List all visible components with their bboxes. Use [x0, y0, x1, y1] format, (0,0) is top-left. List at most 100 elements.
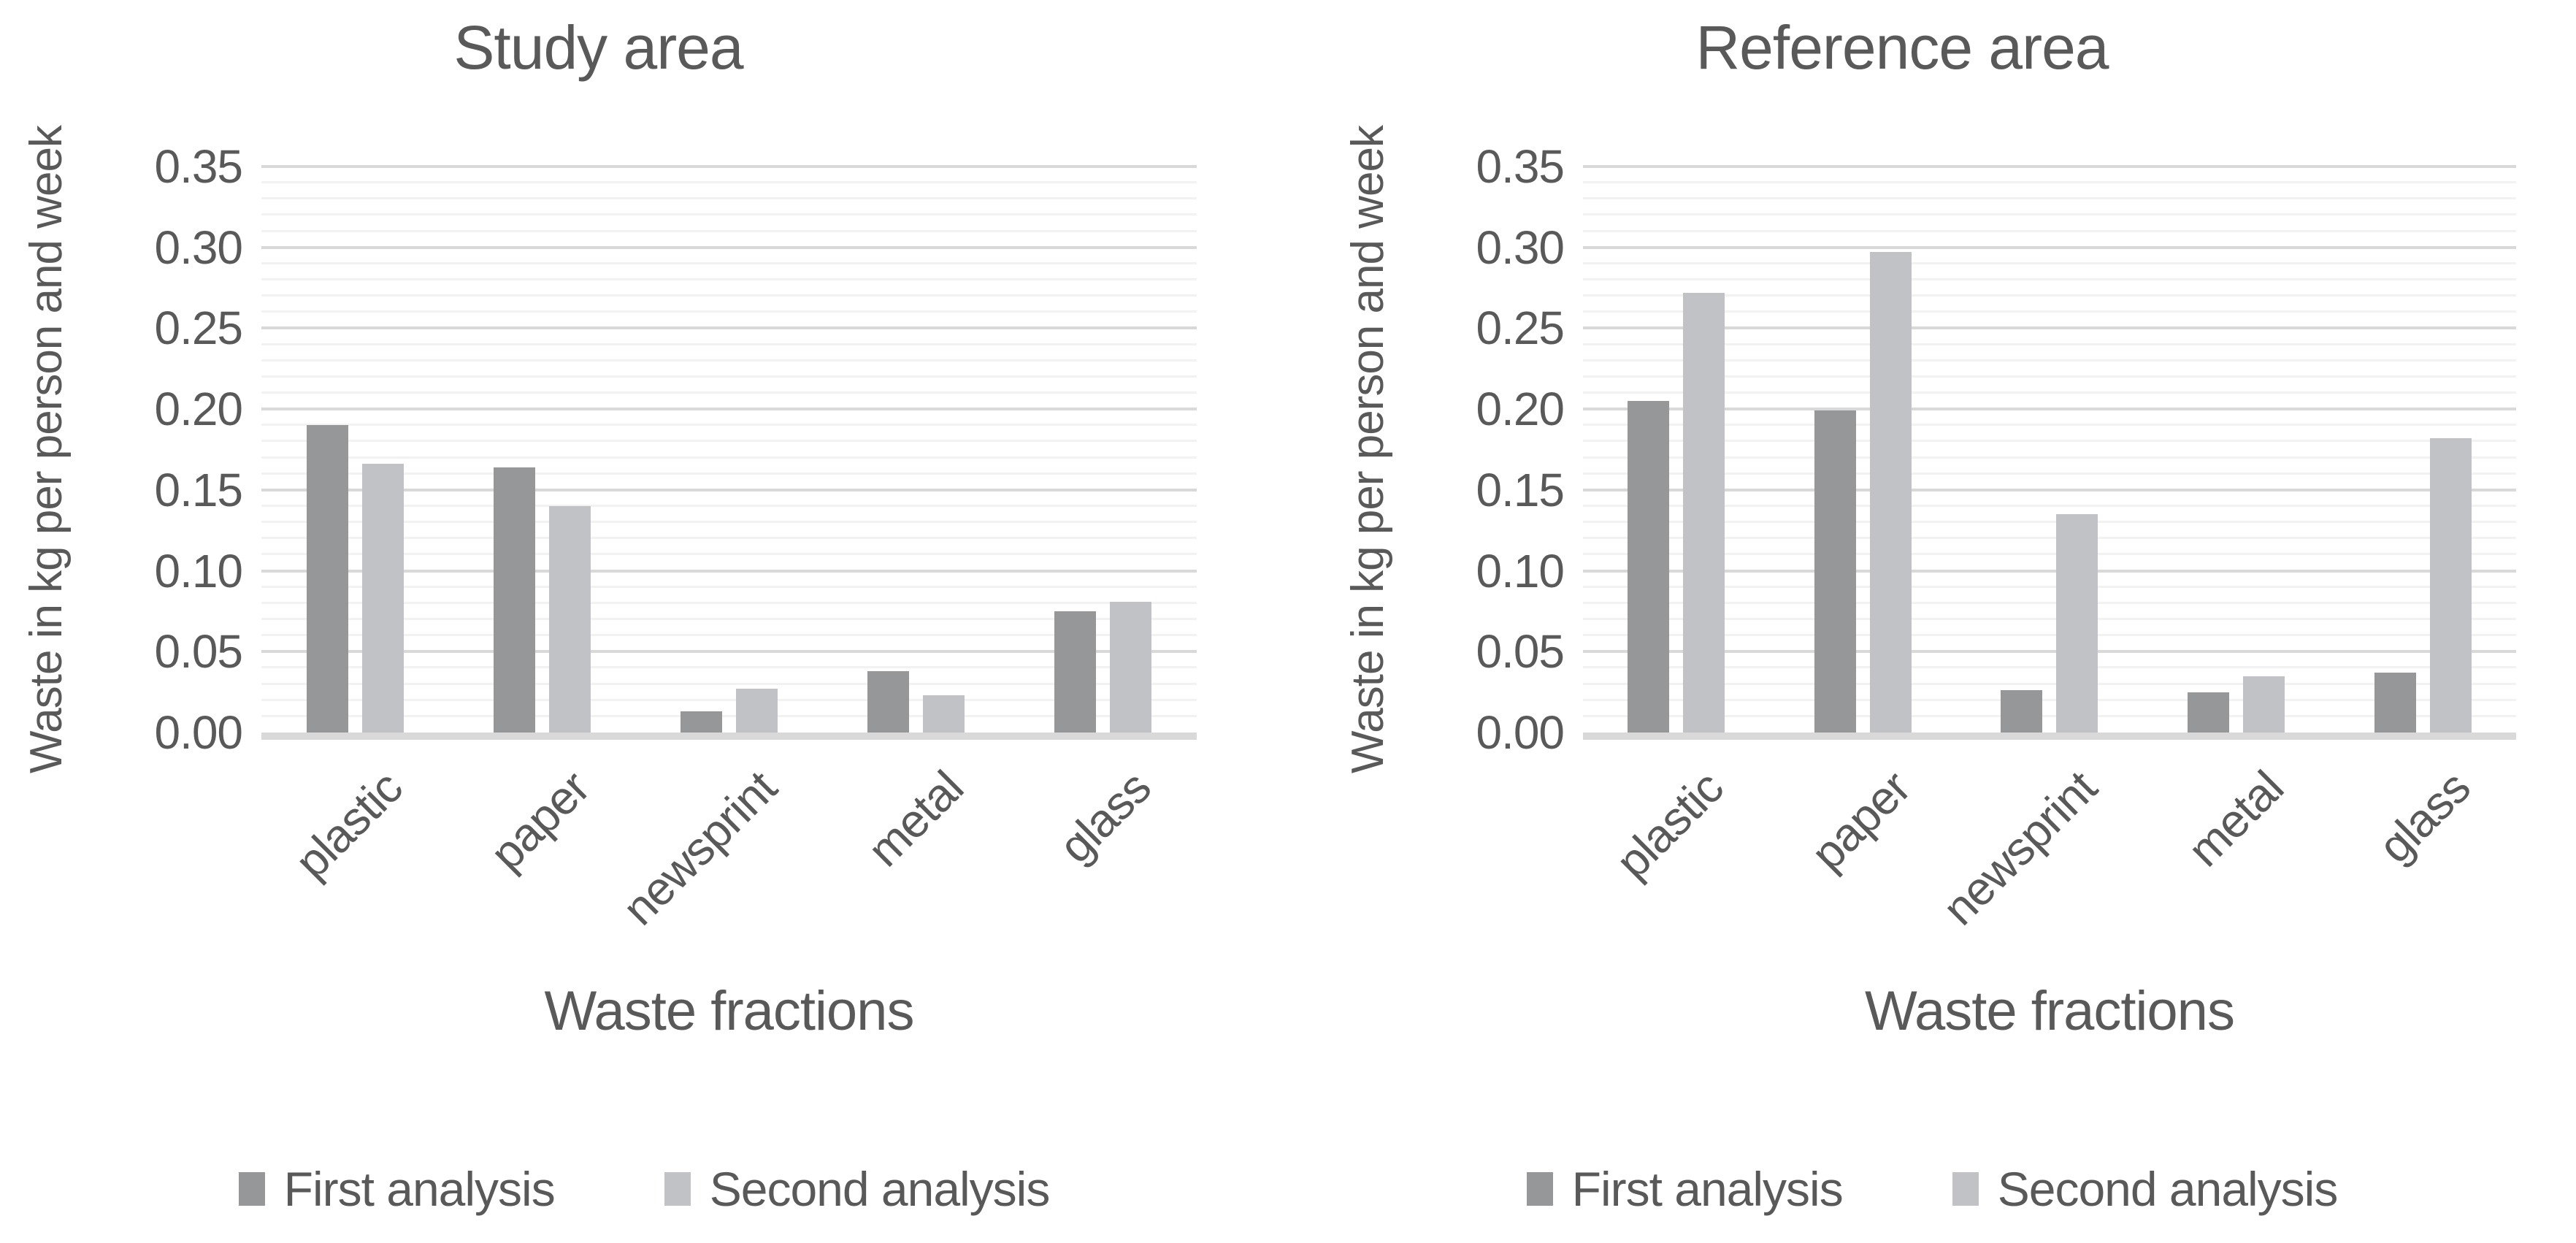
- bar-first-analysis-glass: [2374, 673, 2416, 733]
- minor-gridline: [1583, 310, 2516, 313]
- major-gridline: [261, 408, 1197, 411]
- minor-gridline: [261, 553, 1197, 556]
- legend-label: Second analysis: [1997, 1162, 2339, 1216]
- chart-panel-study-area: Study area Waste in kg per person and we…: [0, 13, 1288, 1218]
- y-tick-label: 0.15: [154, 463, 243, 516]
- legend-item-first-analysis: First analysis: [238, 1160, 556, 1218]
- minor-gridline: [1583, 634, 2516, 637]
- minor-gridline: [261, 472, 1197, 475]
- y-tick-label: 0.10: [154, 544, 243, 597]
- minor-gridline: [261, 456, 1197, 459]
- bar-group-metal: [2143, 167, 2330, 733]
- major-gridline: [261, 650, 1197, 654]
- minor-gridline: [261, 521, 1197, 524]
- bar-second-analysis-paper: [1869, 252, 1912, 733]
- chart-title: Study area: [453, 13, 743, 82]
- legend-item-second-analysis: Second analysis: [1952, 1160, 2338, 1218]
- y-tick-label: 0.25: [1476, 302, 1565, 355]
- category-label-paper: paper: [480, 761, 599, 881]
- minor-gridline: [1583, 229, 2516, 232]
- bar-group-newsprint: [635, 167, 822, 733]
- minor-gridline: [1583, 472, 2516, 475]
- minor-gridline: [261, 618, 1197, 620]
- bar-group-glass: [2329, 167, 2516, 733]
- category-label-paper: paper: [1801, 761, 1920, 881]
- y-tick-label: 0.35: [1476, 140, 1565, 193]
- major-gridline: [261, 569, 1197, 573]
- minor-gridline: [261, 343, 1197, 345]
- minor-gridline: [261, 278, 1197, 280]
- minor-gridline: [1583, 278, 2516, 280]
- x-axis-title: Waste fractions: [1865, 980, 2235, 1042]
- bar-first-analysis-metal: [867, 670, 910, 733]
- bar-first-analysis-paper: [493, 467, 535, 733]
- bar-second-analysis-metal: [923, 695, 965, 733]
- x-axis-category-labels: plastic paper newsprint metal glass: [1583, 761, 2516, 982]
- major-gridline: [1583, 650, 2516, 654]
- bar-first-analysis-plastic: [306, 425, 348, 733]
- bar-first-analysis-metal: [2188, 692, 2230, 733]
- category-label-plastic: plastic: [1606, 761, 1733, 889]
- minor-gridline: [261, 666, 1197, 669]
- legend: First analysis Second analysis: [0, 1160, 1288, 1218]
- major-gridline: [261, 165, 1197, 168]
- y-tick-label: 0.20: [154, 383, 243, 436]
- minor-gridline: [1583, 197, 2516, 200]
- major-gridline: [261, 245, 1197, 249]
- major-gridline: [1583, 569, 2516, 573]
- minor-gridline: [1583, 618, 2516, 620]
- minor-gridline: [261, 698, 1197, 701]
- minor-gridline: [261, 440, 1197, 443]
- plot-area: [261, 165, 1197, 740]
- minor-gridline: [261, 181, 1197, 184]
- major-gridline: [1583, 165, 2516, 168]
- bar-first-analysis-plastic: [1628, 401, 1670, 733]
- major-gridline: [1583, 488, 2516, 492]
- bar-first-analysis-glass: [1054, 611, 1097, 733]
- bar-group-paper: [448, 167, 635, 733]
- minor-gridline: [1583, 181, 2516, 184]
- minor-gridline: [261, 601, 1197, 604]
- major-gridline: [261, 326, 1197, 330]
- minor-gridline: [1583, 553, 2516, 556]
- minor-gridline: [1583, 375, 2516, 378]
- minor-gridline: [261, 213, 1197, 216]
- x-axis-title: Waste fractions: [544, 980, 915, 1042]
- category-label-glass: glass: [1048, 761, 1160, 873]
- minor-gridline: [1583, 505, 2516, 507]
- bar-group-plastic: [1583, 167, 1770, 733]
- minor-gridline: [1583, 682, 2516, 685]
- y-tick-label: 0.20: [1476, 383, 1565, 436]
- bar-second-analysis-glass: [1110, 601, 1152, 733]
- category-label-metal: metal: [2177, 761, 2293, 877]
- minor-gridline: [1583, 261, 2516, 264]
- minor-gridline: [261, 714, 1197, 717]
- bar-second-analysis-newsprint: [2056, 514, 2098, 733]
- category-label-newsprint: newsprint: [612, 761, 786, 936]
- bar-second-analysis-metal: [2243, 676, 2285, 733]
- bar-group-paper: [1770, 167, 1957, 733]
- minor-gridline: [1583, 585, 2516, 588]
- category-label-glass: glass: [2368, 761, 2480, 873]
- minor-gridline: [1583, 440, 2516, 443]
- minor-gridline: [261, 537, 1197, 540]
- legend-label: First analysis: [283, 1162, 556, 1216]
- minor-gridline: [1583, 521, 2516, 524]
- minor-gridline: [1583, 359, 2516, 362]
- bar-group-plastic: [261, 167, 448, 733]
- category-label-metal: metal: [857, 761, 973, 877]
- minor-gridline: [1583, 714, 2516, 717]
- bar-second-analysis-paper: [548, 506, 591, 733]
- category-label-newsprint: newsprint: [1932, 761, 2107, 936]
- major-gridline: [1583, 408, 2516, 411]
- minor-gridline: [1583, 424, 2516, 427]
- minor-gridline: [261, 359, 1197, 362]
- y-tick-label: 0.10: [1476, 544, 1565, 597]
- y-tick-label: 0.00: [154, 706, 243, 759]
- bar-first-analysis-paper: [1814, 410, 1856, 733]
- major-gridline: [261, 488, 1197, 492]
- bar-group-newsprint: [1956, 167, 2143, 733]
- minor-gridline: [1583, 456, 2516, 459]
- minor-gridline: [261, 391, 1197, 394]
- bar-second-analysis-plastic: [361, 464, 404, 733]
